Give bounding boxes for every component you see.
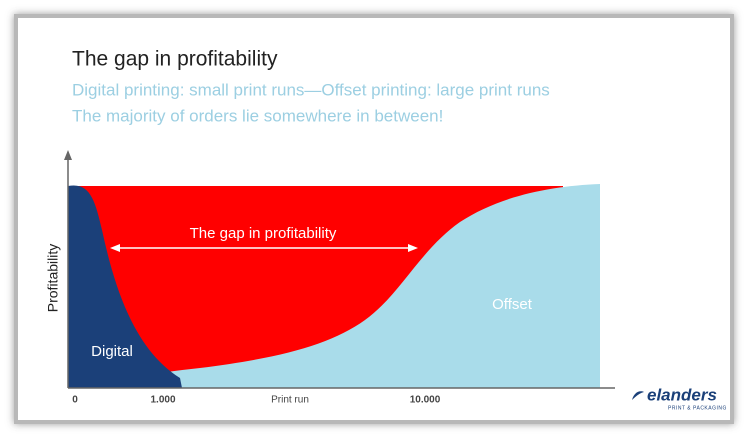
gap-arrow-head — [408, 244, 418, 252]
logo-icon — [632, 391, 644, 400]
subtitle-line: Digital printing: small print runs—Offse… — [72, 80, 550, 99]
offset-label: Offset — [492, 296, 533, 313]
gap-label: The gap in profitability — [190, 225, 337, 242]
digital-label: Digital — [91, 343, 133, 360]
logo-name: elanders — [647, 385, 717, 404]
gap-arrow-head — [110, 244, 120, 252]
x-tick-label: 1.000 — [150, 395, 175, 406]
x-axis-label: Print run — [271, 395, 309, 406]
x-tick-label: 10.000 — [410, 395, 441, 406]
subtitle-line: The majority of orders lie somewhere in … — [72, 106, 443, 125]
y-axis-label: Profitability — [45, 244, 61, 312]
offset-area — [68, 184, 600, 388]
x-tick-label: 0 — [72, 395, 78, 406]
y-axis-arrow — [64, 150, 72, 160]
digital-area — [68, 185, 182, 388]
slide-title: The gap in profitability — [72, 48, 278, 71]
logo-tagline: PRINT & PACKAGING — [668, 405, 727, 411]
